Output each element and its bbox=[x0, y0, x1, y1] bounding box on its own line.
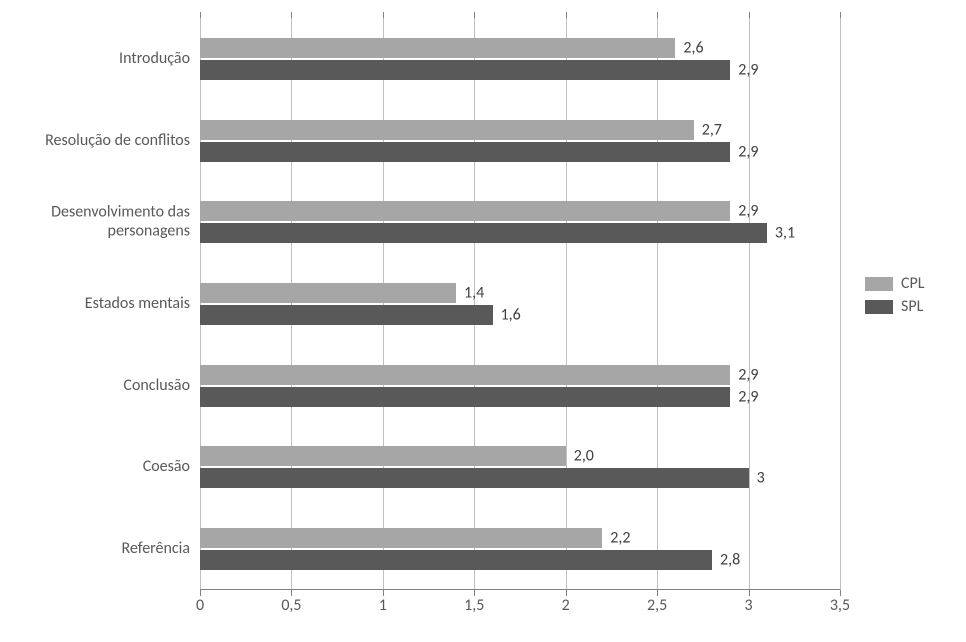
x-tick-label: 2 bbox=[562, 596, 570, 615]
x-tick-label: 1,5 bbox=[464, 596, 484, 615]
y-category-label: Conclusão bbox=[10, 377, 200, 395]
bar-spl bbox=[200, 550, 712, 570]
tick-mark bbox=[749, 12, 750, 18]
tick-mark bbox=[566, 12, 567, 18]
x-tick-label: 3,5 bbox=[830, 596, 850, 615]
bar-value-cpl: 2,0 bbox=[574, 447, 594, 466]
bar-spl bbox=[200, 387, 730, 407]
plot-area: 2,6 2,9 2,7 2,9 2,9 3,1 1,4 1,6 2,9 2,9 2,0 3 2,2 2,8… bbox=[200, 18, 840, 590]
gridline bbox=[200, 18, 201, 590]
bar-value-cpl: 1,4 bbox=[464, 284, 484, 303]
gridline bbox=[474, 18, 475, 590]
bar-value-spl: 2,8 bbox=[720, 551, 740, 570]
y-category-label: Estados mentais bbox=[10, 295, 200, 313]
y-category-label: Resolução de conflitos bbox=[10, 131, 200, 149]
bar-cpl bbox=[200, 120, 694, 140]
legend-label-spl: SPL bbox=[901, 297, 923, 316]
bar-value-spl: 2,9 bbox=[738, 60, 758, 79]
chart: 2,6 2,9 2,7 2,9 2,9 3,1 1,4 1,6 2,9 2,9 2,0 3 2,2 2,8… bbox=[0, 0, 966, 642]
bar-value-spl: 1,6 bbox=[501, 306, 521, 325]
legend-item-spl: SPL bbox=[865, 297, 925, 316]
x-tick-label: 2,5 bbox=[647, 596, 667, 615]
bar-value-spl: 3,1 bbox=[775, 224, 795, 243]
legend-item-cpl: CPL bbox=[865, 274, 925, 293]
x-axis-labels: 00,511,522,533,5 bbox=[200, 590, 840, 620]
x-tick-label: 0,5 bbox=[281, 596, 301, 615]
legend: CPL SPL bbox=[865, 270, 925, 320]
bar-cpl bbox=[200, 365, 730, 385]
bar-value-cpl: 2,2 bbox=[610, 529, 630, 548]
legend-swatch-spl bbox=[865, 300, 893, 314]
bar-cpl bbox=[200, 528, 602, 548]
gridline bbox=[383, 18, 384, 590]
y-category-label: Referência bbox=[10, 540, 200, 558]
x-tick-label: 3 bbox=[745, 596, 753, 615]
legend-swatch-cpl bbox=[865, 277, 893, 291]
y-category-label: Coesão bbox=[10, 458, 200, 476]
bar-value-cpl: 2,9 bbox=[738, 202, 758, 221]
x-tick-label: 1 bbox=[379, 596, 387, 615]
gridline bbox=[657, 18, 658, 590]
gridline bbox=[291, 18, 292, 590]
bar-cpl bbox=[200, 446, 566, 466]
bar-value-spl: 3 bbox=[757, 469, 765, 488]
y-category-label: Desenvolvimento das personagens bbox=[10, 204, 200, 241]
bar-cpl bbox=[200, 201, 730, 221]
bar-spl bbox=[200, 142, 730, 162]
tick-mark bbox=[291, 12, 292, 18]
gridline bbox=[749, 18, 750, 590]
gridline bbox=[840, 18, 841, 590]
bar-value-cpl: 2,6 bbox=[683, 38, 703, 57]
bar-value-spl: 2,9 bbox=[738, 142, 758, 161]
bar-spl bbox=[200, 305, 493, 325]
bar-value-cpl: 2,9 bbox=[738, 365, 758, 384]
bar-cpl bbox=[200, 38, 675, 58]
bar-spl bbox=[200, 468, 749, 488]
gridline bbox=[566, 18, 567, 590]
bar-spl bbox=[200, 223, 767, 243]
tick-mark bbox=[383, 12, 384, 18]
tick-mark bbox=[657, 12, 658, 18]
tick-mark bbox=[840, 12, 841, 18]
legend-label-cpl: CPL bbox=[901, 274, 925, 293]
tick-mark bbox=[474, 12, 475, 18]
bar-cpl bbox=[200, 283, 456, 303]
bar-value-spl: 2,9 bbox=[738, 387, 758, 406]
bar-value-cpl: 2,7 bbox=[702, 120, 722, 139]
tick-mark bbox=[200, 12, 201, 18]
x-tick-label: 0 bbox=[196, 596, 204, 615]
bar-spl bbox=[200, 60, 730, 80]
ticks-top bbox=[200, 18, 840, 24]
y-category-label: Introdução bbox=[10, 50, 200, 68]
